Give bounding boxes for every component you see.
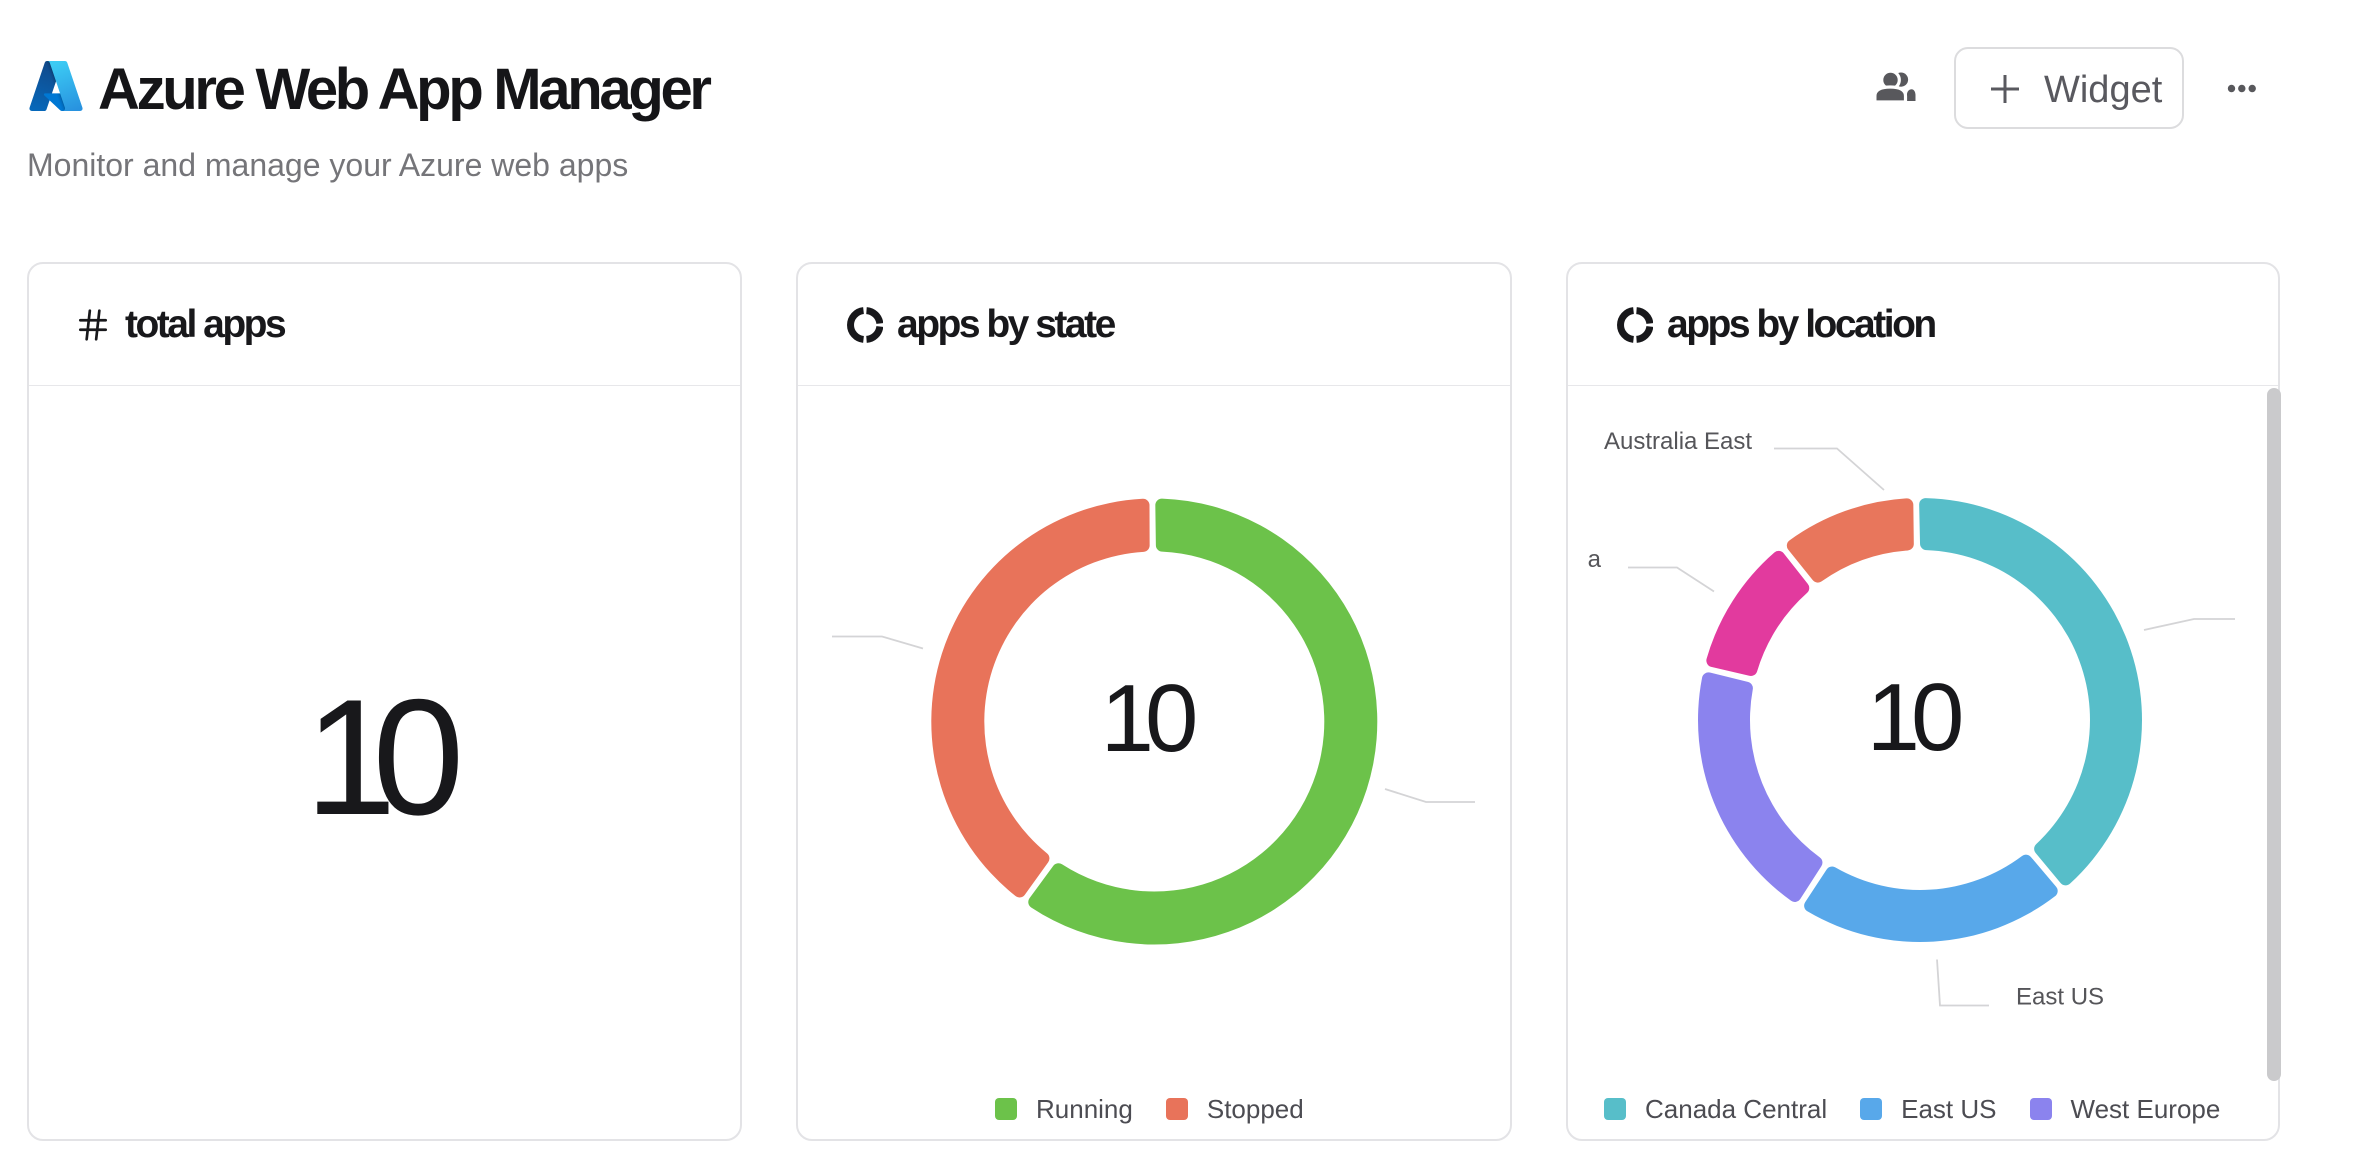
svg-text:East US: East US <box>2016 984 2104 1011</box>
svg-text:10: 10 <box>1867 664 1961 771</box>
svg-text:10: 10 <box>1101 665 1195 772</box>
svg-text:Australia East: Australia East <box>1604 428 1752 455</box>
svg-text:a: a <box>1588 546 1602 573</box>
